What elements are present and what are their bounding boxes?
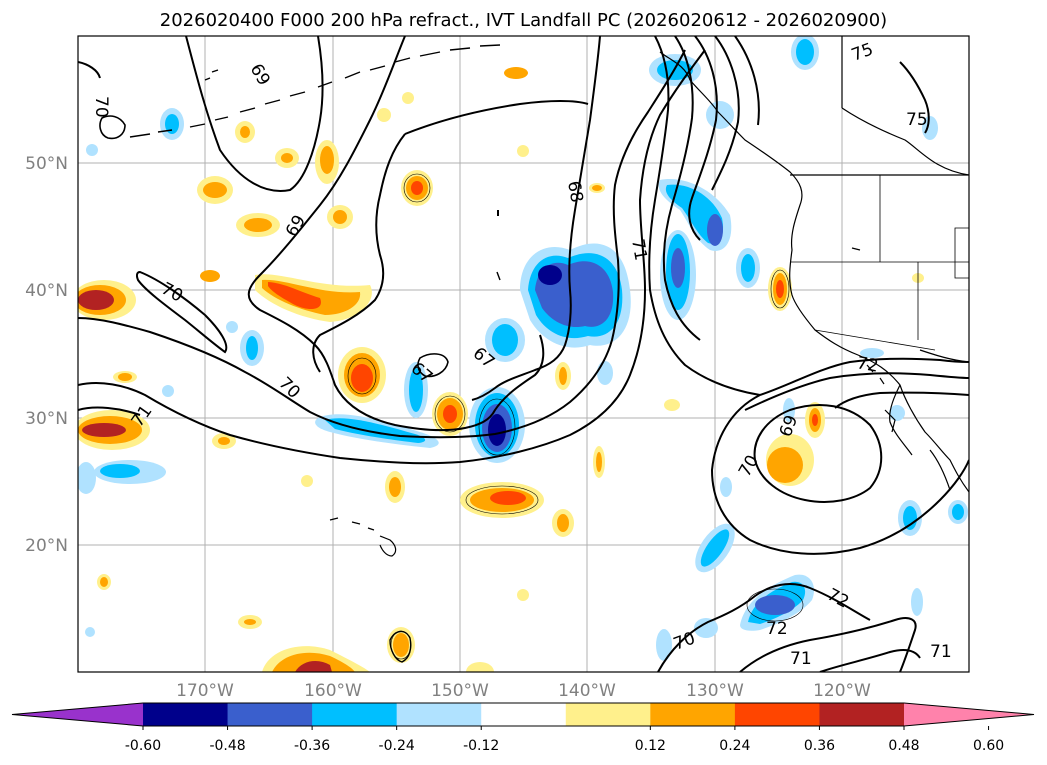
contour-label: 72 xyxy=(855,353,880,376)
shading-outlines xyxy=(347,173,804,660)
contour-label: 75 xyxy=(906,110,928,130)
contour-label: 72 xyxy=(766,619,788,639)
contour-label: 68 xyxy=(563,179,586,204)
negative-anomaly-fields xyxy=(78,36,968,661)
colorbar-extend-low xyxy=(12,703,143,726)
colorbar-tick-label: 0.24 xyxy=(719,738,750,754)
lat-label-20n: 20°N xyxy=(25,536,68,556)
contour-label: 70 xyxy=(735,452,763,481)
lon-label-130w: 130°W xyxy=(686,681,744,701)
lat-label-30n: 30°N xyxy=(25,409,68,429)
contour-label: 71 xyxy=(790,649,812,669)
contour-labels: 69 70 70 69 68 71 67 67 70 71 72 69 70 7… xyxy=(91,40,952,669)
colorbar-tick-label: 0.48 xyxy=(888,738,919,754)
lon-label-160w: 160°W xyxy=(304,681,362,701)
colorbar-tick-label: 0.60 xyxy=(973,738,1004,754)
contour-label: 70 xyxy=(91,96,111,118)
colorbar-segment xyxy=(819,703,905,726)
colorbar-tick-label: -0.36 xyxy=(294,738,330,754)
colorbar-extend-high xyxy=(904,703,1034,726)
contour-label: 70 xyxy=(274,373,303,402)
colorbar-segment xyxy=(565,703,651,726)
contour-label: 71 xyxy=(627,237,650,262)
colorbar-tick-label: -0.48 xyxy=(209,738,245,754)
colorbar-tick-label: 0.12 xyxy=(635,738,666,754)
colorbar-segment xyxy=(734,703,820,726)
contour-label: 70 xyxy=(671,629,698,655)
colorbar-tick-label: -0.24 xyxy=(379,738,415,754)
longitude-labels: 170°W 160°W 150°W 140°W 130°W 120°W xyxy=(176,681,871,701)
positive-anomaly-fields xyxy=(78,67,924,672)
colorbar-segment xyxy=(650,703,736,726)
plot-frame xyxy=(77,35,970,673)
colorbar-segment xyxy=(143,703,229,726)
map-title: 2026020400 F000 200 hPa refract., IVT La… xyxy=(159,10,888,31)
lon-label-140w: 140°W xyxy=(558,681,616,701)
colorbar-tick-label: -0.60 xyxy=(125,738,161,754)
lat-label-40n: 40°N xyxy=(25,281,68,301)
refractivity-contours xyxy=(78,36,969,672)
lat-label-50n: 50°N xyxy=(25,154,68,174)
lon-label-170w: 170°W xyxy=(176,681,234,701)
contour-label: 72 xyxy=(824,585,852,613)
gridlines xyxy=(78,36,969,672)
colorbar-tick-label: -0.12 xyxy=(463,738,499,754)
colorbar-tick-label: 0.36 xyxy=(804,738,835,754)
coastlines xyxy=(129,36,969,557)
colorbar-segment xyxy=(396,703,482,726)
colorbar: -0.60 -0.48 -0.36 -0.24 -0.12 0.12 0.24 0.36 0.4… xyxy=(11,702,1035,754)
colorbar-segment xyxy=(481,703,567,726)
contour-label: 75 xyxy=(849,40,876,66)
latitude-labels: 50°N 40°N 30°N 20°N xyxy=(25,154,68,556)
contour-label: 71 xyxy=(930,642,952,662)
colorbar-segment xyxy=(227,703,313,726)
lon-label-150w: 150°W xyxy=(431,681,489,701)
lon-label-120w: 120°W xyxy=(813,681,871,701)
contour-label: 69 xyxy=(282,212,310,241)
colorbar-segment xyxy=(312,703,398,726)
plot-area xyxy=(78,36,969,672)
contour-label: 69 xyxy=(246,61,274,90)
